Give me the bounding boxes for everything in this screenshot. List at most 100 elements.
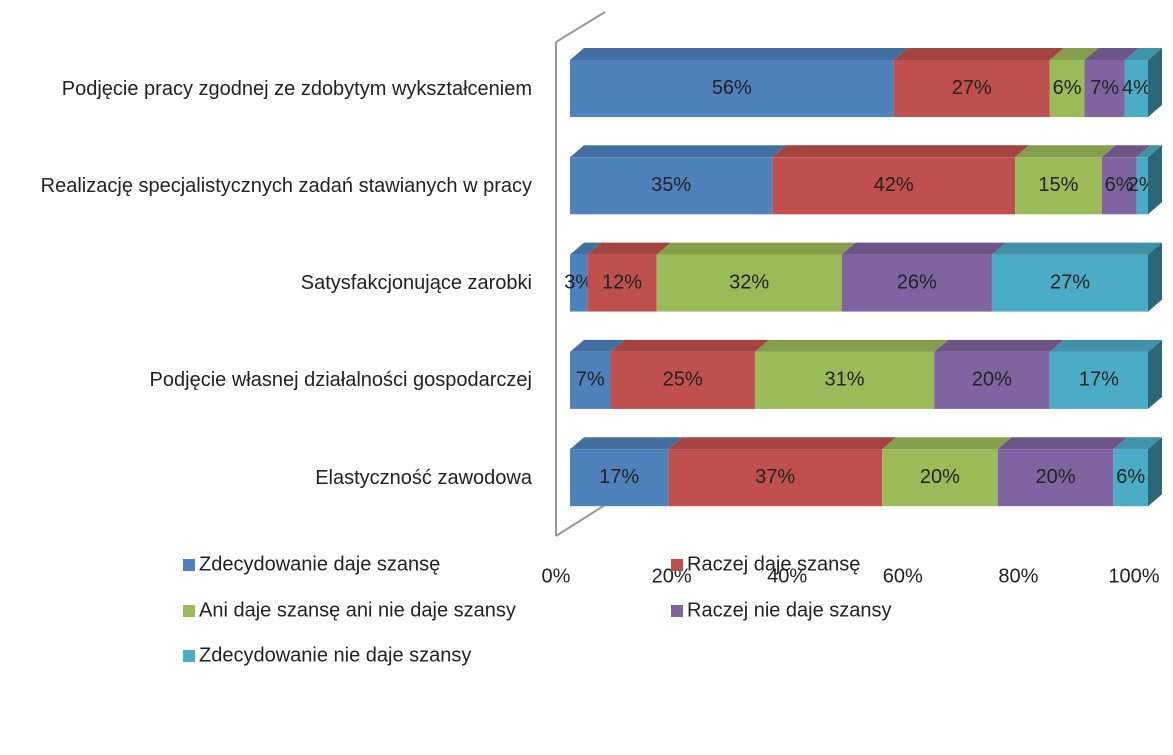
bar <box>587 254 657 312</box>
bar-top <box>1015 145 1116 158</box>
bar <box>1049 60 1085 117</box>
bar-top <box>587 242 671 255</box>
x-tick-label: 80% <box>998 565 1038 587</box>
bar-side <box>1148 339 1162 409</box>
bar-top <box>997 437 1128 450</box>
bar <box>882 449 998 507</box>
data-label: 3% <box>564 271 593 293</box>
data-label: 17% <box>599 466 639 488</box>
bar <box>893 60 1050 117</box>
data-label: 31% <box>825 369 865 391</box>
bar <box>1136 157 1148 215</box>
legend-label: Ani daje szansę ani nie daje szansy <box>199 599 516 621</box>
data-label: 6% <box>1105 174 1134 196</box>
bar-top <box>772 145 1030 158</box>
category-text: Satysfakcjonujące zarobki <box>300 272 532 295</box>
bar-top <box>570 437 683 450</box>
bar <box>1101 157 1137 215</box>
legend-swatch <box>183 605 195 617</box>
data-label: 32% <box>729 271 769 293</box>
x-tick-label: 40% <box>767 565 807 587</box>
bar <box>1049 351 1148 409</box>
bar <box>668 449 883 507</box>
category-label: Satysfakcjonujące zarobki <box>0 268 532 298</box>
legend-swatch <box>671 559 683 571</box>
bar-side <box>1148 437 1162 507</box>
bar <box>570 449 669 507</box>
legend-swatch <box>671 605 683 617</box>
bar-top <box>1124 48 1162 60</box>
category-label: Elastyczność zawodowa <box>0 463 532 493</box>
bar <box>772 157 1016 215</box>
bar <box>570 157 773 215</box>
data-label: 7% <box>1090 77 1119 99</box>
data-label: 37% <box>755 466 795 488</box>
bar-side <box>1148 242 1162 312</box>
bar <box>841 254 992 312</box>
back-wall <box>555 11 606 537</box>
bar-top <box>841 242 1006 255</box>
bar-top <box>570 339 625 352</box>
x-tick-label: 60% <box>883 565 923 587</box>
category-label: Podjęcie pracy zgodnej ze zdobytym wyksz… <box>0 74 532 104</box>
data-label: 15% <box>1038 174 1078 196</box>
bar <box>1124 60 1148 117</box>
data-label: 26% <box>897 271 937 293</box>
bar <box>570 254 588 312</box>
data-label: 20% <box>1036 466 1076 488</box>
bar-top <box>570 48 908 60</box>
bar-top <box>991 242 1162 255</box>
bar-top <box>570 145 787 158</box>
wall-edge <box>555 11 606 43</box>
data-label: 56% <box>712 77 752 99</box>
data-label: 42% <box>874 174 914 196</box>
category-text: Podjęcie pracy zgodnej ze zdobytym wyksz… <box>61 77 532 100</box>
bar-top <box>668 437 897 450</box>
legend-swatch <box>183 559 195 571</box>
bar-top <box>656 242 856 255</box>
bar <box>570 60 894 117</box>
bar-top <box>754 339 949 352</box>
bar <box>610 351 755 409</box>
data-label: 7% <box>576 369 605 391</box>
bar-top <box>893 48 1064 60</box>
legend-label: Raczej daje szansę <box>687 553 860 575</box>
data-label: 35% <box>651 174 691 196</box>
bar-top <box>570 242 602 255</box>
data-label: 6% <box>1116 466 1145 488</box>
x-tick-label: 0% <box>542 565 571 587</box>
data-label: 25% <box>663 369 703 391</box>
category-label: Realizację specjalistycznych zadań stawi… <box>0 171 532 201</box>
bar <box>991 254 1148 312</box>
data-label: 4% <box>1122 77 1151 99</box>
category-text: Elastyczność zawodowa <box>315 466 532 489</box>
bar-top <box>1113 437 1162 450</box>
bar <box>1113 449 1148 507</box>
wall-edge <box>555 504 606 537</box>
bar-side <box>1148 48 1162 117</box>
bar <box>1084 60 1125 117</box>
legend-label: Zdecydowanie daje szansę <box>199 553 440 575</box>
data-label: 27% <box>1050 271 1090 293</box>
bar <box>997 449 1114 507</box>
bar-side <box>1148 145 1162 215</box>
bar <box>934 351 1050 409</box>
data-label: 6% <box>1053 77 1082 99</box>
data-label: 12% <box>602 271 642 293</box>
bar-top <box>1136 145 1162 158</box>
category-text: Realizację specjalistycznych zadań stawi… <box>40 174 532 197</box>
bar <box>754 351 935 409</box>
bar-top <box>610 339 769 352</box>
bar-top <box>1049 48 1099 60</box>
data-label: 17% <box>1079 369 1119 391</box>
bar-top <box>1084 48 1139 60</box>
category-label: Podjęcie własnej działalności gospodarcz… <box>0 365 532 395</box>
legend-swatch <box>183 650 195 662</box>
bar <box>1015 157 1102 215</box>
data-label: 20% <box>920 466 960 488</box>
bar-top <box>1101 145 1151 158</box>
bar <box>570 351 611 409</box>
bar-top <box>882 437 1012 450</box>
